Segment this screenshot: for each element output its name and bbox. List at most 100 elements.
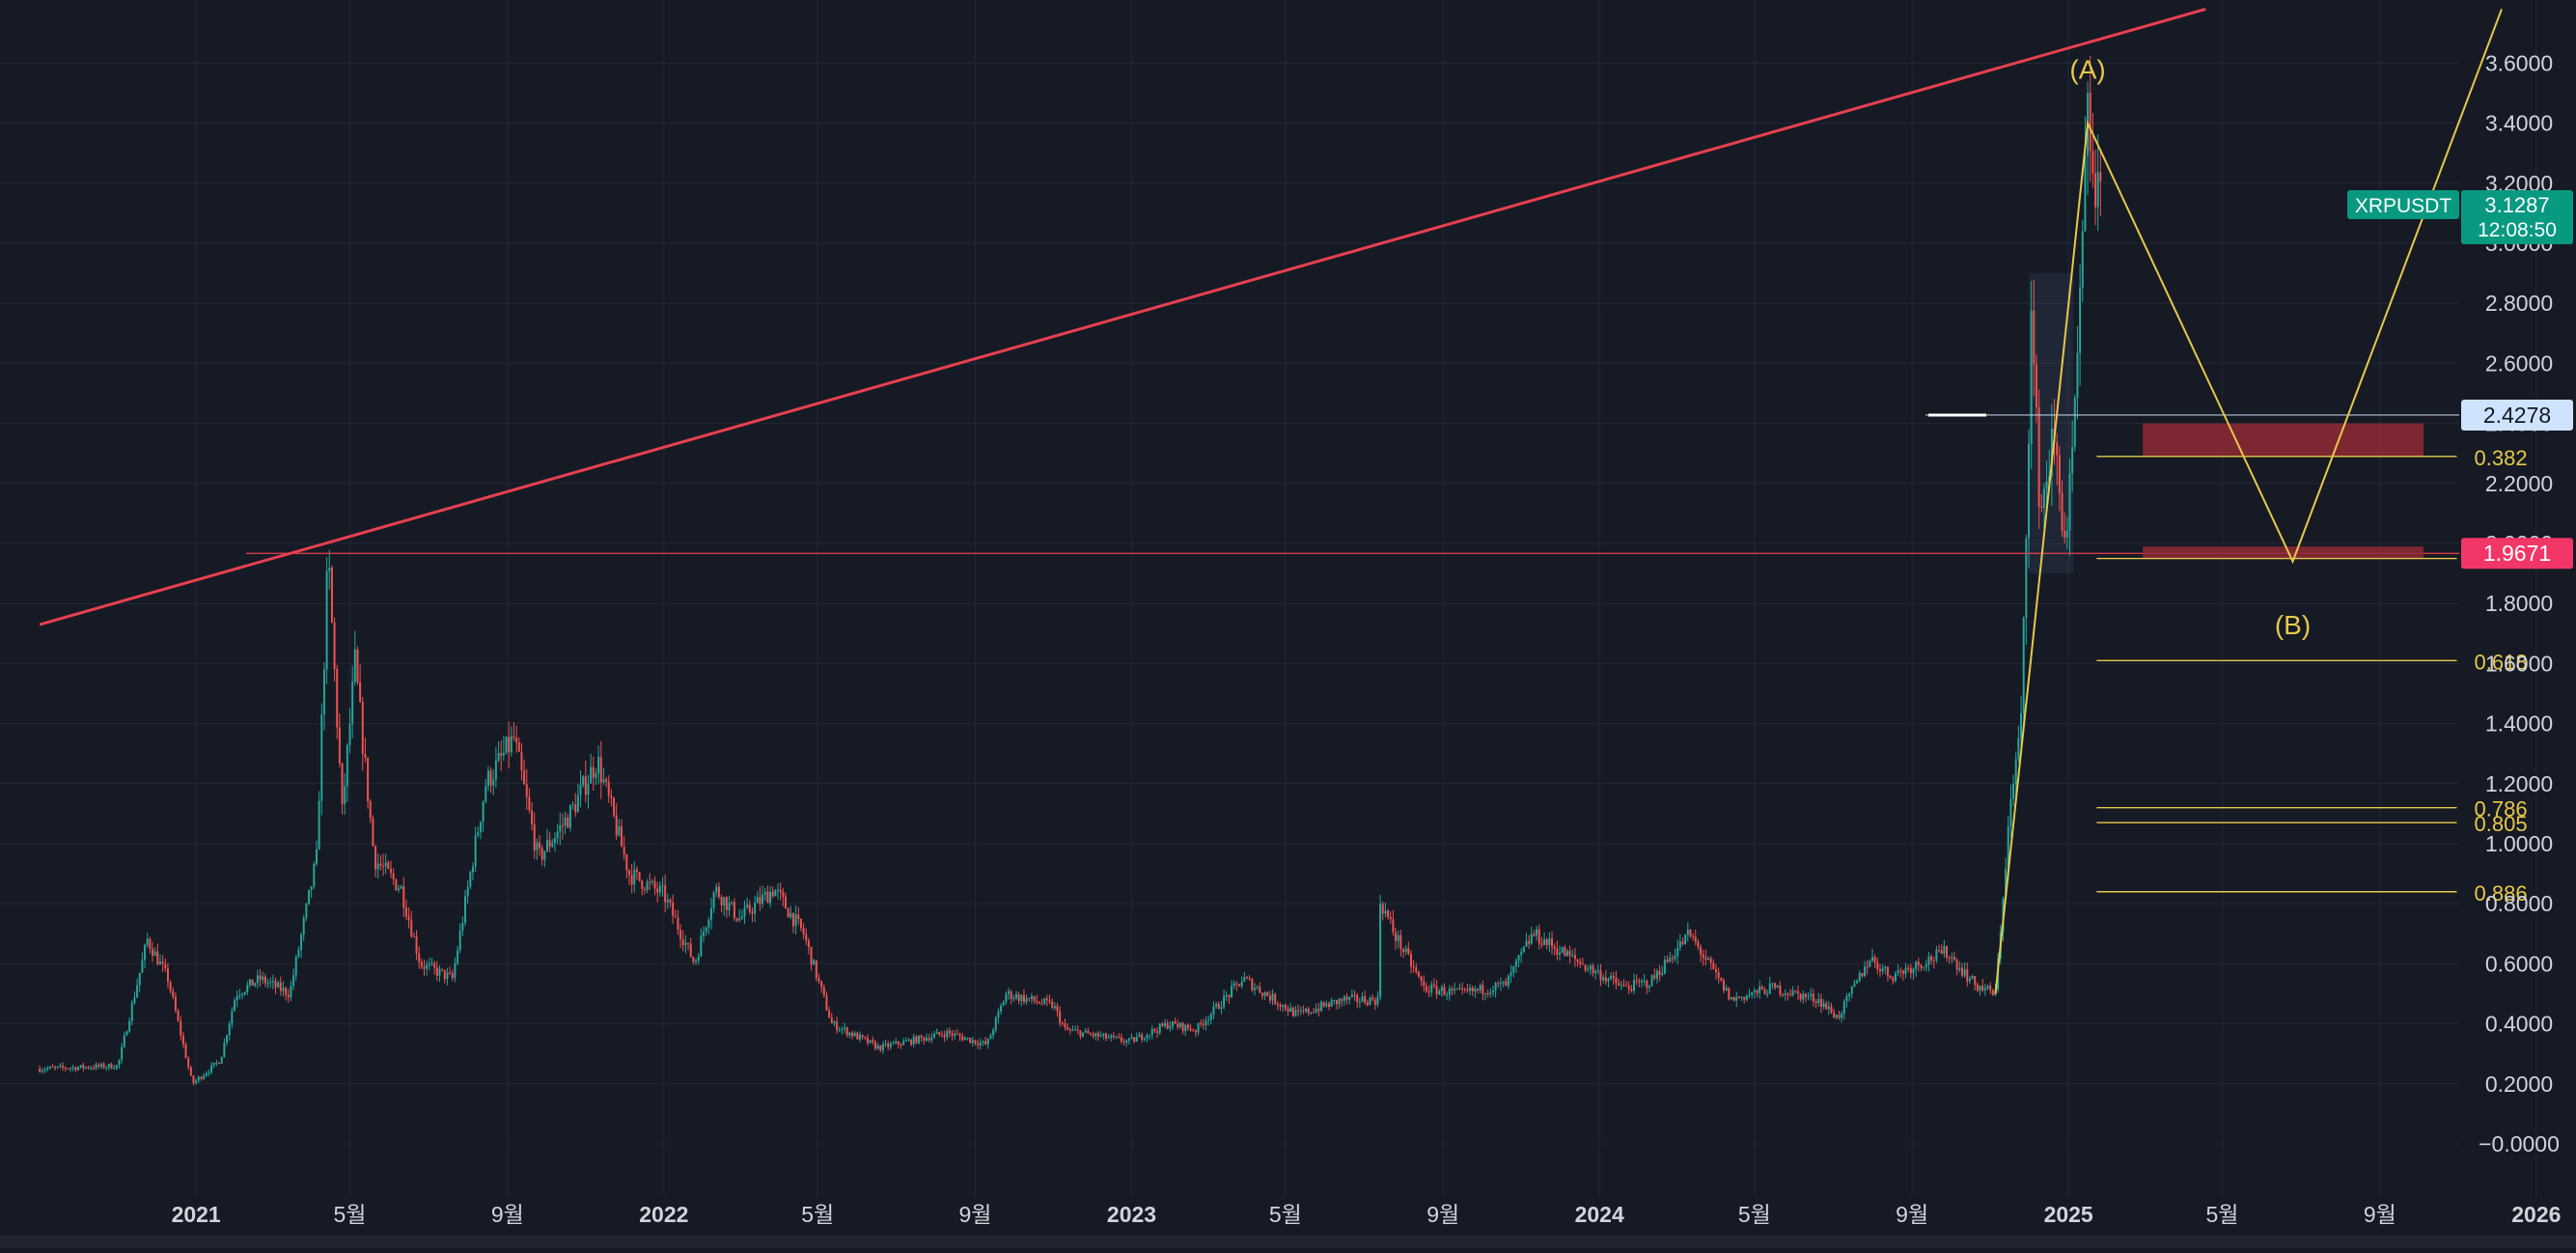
candle-body (158, 961, 161, 965)
candle-body (930, 1037, 933, 1041)
candle-body (1782, 994, 1785, 996)
candle-body (189, 1067, 192, 1076)
candle-body (1760, 986, 1763, 989)
candle-body (348, 723, 351, 745)
candle-body (520, 751, 523, 771)
candle-body (540, 848, 543, 860)
candle-body (1053, 1006, 1056, 1009)
candle-body (1235, 983, 1238, 985)
candle-body (1432, 984, 1435, 986)
candle-body (2084, 155, 2087, 232)
candle-body (966, 1038, 969, 1040)
candle-body (1925, 964, 1927, 967)
candle-body (887, 1044, 890, 1047)
candle-body (1630, 988, 1633, 991)
candle-body (836, 1021, 839, 1031)
candle-body (1730, 997, 1732, 1000)
last-price-badge (2461, 189, 2573, 244)
candle-body (43, 1070, 46, 1072)
candle-body (2058, 455, 2061, 493)
candle-body (497, 753, 500, 761)
candle-body (1661, 973, 1664, 975)
candle-body (561, 824, 564, 826)
candle-body (986, 1039, 989, 1044)
candle-body (180, 1020, 182, 1036)
candle-body (545, 840, 548, 851)
candle-body (290, 986, 292, 998)
candle-body (1036, 1000, 1039, 1003)
candle-body (1876, 962, 1879, 969)
candle-body (1655, 970, 1658, 979)
candle-body (1112, 1035, 1115, 1037)
candle-body (1425, 986, 1427, 991)
candle-body (1268, 995, 1271, 1001)
candle-body (1483, 992, 1486, 994)
candle-body (54, 1067, 57, 1069)
candle-body (328, 568, 331, 571)
candle-body (123, 1035, 125, 1047)
candle-body (984, 1041, 987, 1044)
candle-body (1149, 1034, 1151, 1036)
candle-body (791, 912, 794, 927)
candle-body (935, 1032, 938, 1035)
y-tick-label: 1.4000 (2485, 711, 2553, 737)
candle-body (67, 1068, 69, 1070)
candle-body (1012, 998, 1015, 1000)
candle-body (607, 781, 610, 796)
candle-body (1231, 986, 1233, 997)
candle-body (1787, 992, 1789, 995)
candle-body (900, 1044, 902, 1046)
candle-body (1014, 994, 1017, 999)
candle-body (523, 770, 526, 785)
fib-label: 0.382 (2475, 446, 2528, 470)
candle-body (1197, 1022, 1200, 1033)
candle-body (692, 957, 695, 962)
trendline (39, 7, 2206, 626)
candle-body (2022, 617, 2025, 713)
candle-body (872, 1040, 874, 1043)
candle-body (1579, 961, 1582, 964)
candle-body (482, 801, 485, 822)
candle-body (1850, 987, 1853, 994)
candle-body (1284, 1004, 1287, 1010)
candle-body (1968, 978, 1971, 982)
candle-body (254, 983, 257, 987)
candle-body (1189, 1028, 1192, 1031)
fib-label: 0.805 (2475, 812, 2528, 836)
candle-body (313, 863, 316, 887)
candle-body (1514, 961, 1517, 967)
candle-body (879, 1045, 882, 1051)
candle-body (1522, 946, 1525, 953)
candle-body (231, 1011, 234, 1024)
x-tick-label: 5월 (334, 1202, 367, 1227)
candle-body (308, 889, 311, 905)
candle-body (1810, 993, 1813, 996)
candle-body (576, 794, 579, 813)
candle-body (595, 773, 597, 778)
candle-body (979, 1043, 982, 1045)
candle-body (1094, 1033, 1097, 1037)
candle-body (277, 982, 280, 988)
candle-body (246, 985, 249, 992)
candle-body (1753, 989, 1756, 993)
candle-body (1540, 943, 1543, 945)
candle-body (318, 800, 320, 850)
candle-body (954, 1033, 956, 1036)
candle-body (1395, 932, 1398, 941)
candle-body (1989, 986, 1992, 990)
candle-body (235, 995, 238, 1001)
candle-body (1092, 1034, 1094, 1037)
candle-body (1700, 947, 1703, 955)
candle-body (533, 823, 536, 850)
candle-body (97, 1064, 100, 1067)
candle-body (1502, 981, 1505, 984)
x-tick-label: 2024 (1575, 1202, 1624, 1227)
candle-body (384, 862, 387, 867)
candle-body (1938, 949, 1941, 951)
candle-body (1756, 989, 1759, 993)
candle-body (1564, 947, 1566, 957)
candle-body (1751, 992, 1754, 995)
